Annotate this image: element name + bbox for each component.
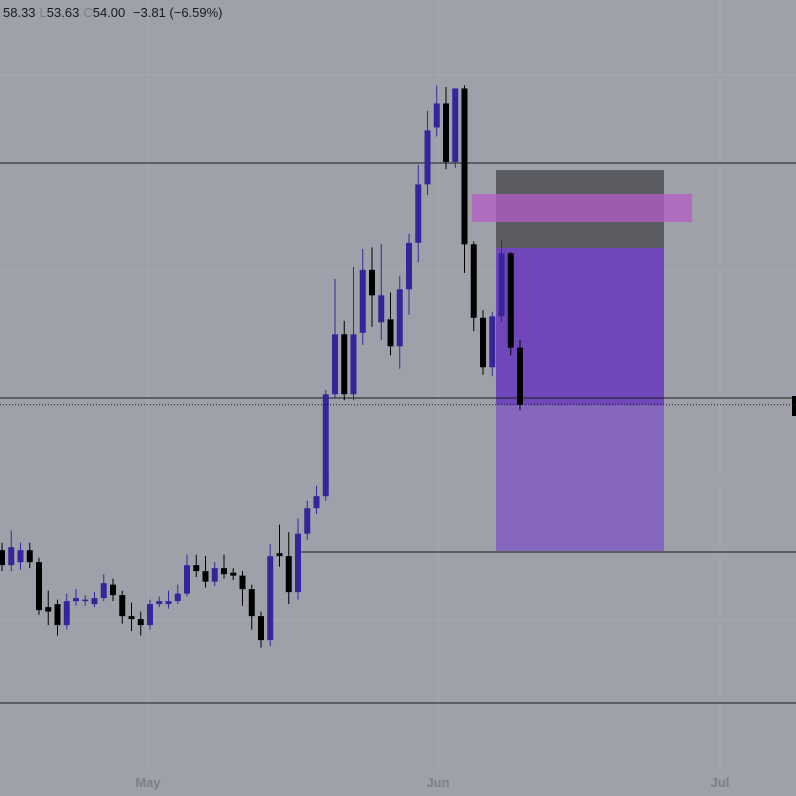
candle-body	[470, 244, 477, 318]
candle-body	[276, 553, 283, 557]
candle-body	[137, 619, 144, 626]
candle-body	[424, 130, 431, 185]
candle-body	[332, 334, 338, 395]
candle-body	[304, 508, 311, 534]
high-value: 58.33	[3, 5, 36, 20]
candle-body	[480, 317, 486, 368]
candle-body	[45, 607, 52, 612]
x-tick-label: Jul	[711, 775, 730, 790]
candle-body	[295, 533, 301, 593]
x-tick-label: May	[135, 775, 161, 790]
candle-body	[378, 295, 385, 323]
candle-body	[82, 599, 89, 602]
candle-body	[267, 556, 274, 641]
highlight-zone	[472, 194, 692, 222]
candle-body	[36, 562, 42, 611]
candle-body	[26, 550, 33, 563]
candle-body	[17, 550, 24, 563]
candle-body	[100, 583, 107, 599]
candle-body	[184, 565, 190, 594]
candle-body	[110, 584, 116, 596]
candle-body	[258, 616, 264, 641]
candle-body	[406, 242, 412, 290]
change-value: −3.81 (−6.59%)	[132, 5, 223, 20]
x-tick-label: Jun	[426, 775, 449, 790]
candle-body	[415, 184, 422, 243]
candle-body	[156, 601, 163, 605]
entry-zone	[496, 248, 664, 405]
candle-body	[91, 598, 98, 605]
candle-body	[128, 616, 135, 620]
candle-body	[73, 598, 79, 602]
candle-body	[498, 253, 505, 317]
candle-body	[313, 496, 320, 509]
candle-body	[443, 103, 449, 162]
candle-body	[341, 334, 348, 395]
candle-body	[350, 334, 357, 395]
candle-body	[248, 589, 255, 617]
candle-body	[0, 550, 5, 566]
candle-body	[165, 601, 172, 605]
candle-body	[221, 568, 227, 575]
candle-body	[507, 253, 514, 348]
candle-body	[452, 88, 459, 162]
candle-body	[369, 269, 375, 296]
candle-body	[211, 568, 218, 582]
ohlc-header: 58.33 L53.63 C54.00 −3.81 (−6.59%)	[3, 5, 223, 20]
candle-body	[230, 572, 237, 576]
candle-body	[433, 103, 440, 128]
candle-body	[489, 316, 496, 368]
candle-body	[396, 289, 403, 347]
candle-body	[147, 604, 153, 626]
candle-body	[517, 347, 523, 405]
candle-body	[239, 575, 246, 590]
candle-body	[387, 319, 394, 347]
candle-body	[54, 604, 61, 626]
candle-body	[174, 593, 181, 602]
close-label: C	[83, 5, 93, 20]
candle-body	[285, 556, 292, 593]
candle-body	[359, 269, 366, 333]
candle-body	[63, 601, 70, 626]
candle-body	[461, 88, 468, 245]
drawings	[0, 162, 796, 704]
low-value: 53.63	[46, 5, 80, 20]
candle-body	[193, 565, 200, 572]
close-value: 54.00	[92, 5, 126, 20]
candle-body	[202, 571, 209, 582]
candle-body	[119, 595, 126, 617]
grid	[0, 0, 796, 770]
low-label: L	[39, 5, 47, 20]
price-marker	[792, 396, 796, 416]
profit-zone	[496, 405, 664, 551]
candle-body	[8, 547, 15, 566]
candle-body	[322, 394, 329, 497]
